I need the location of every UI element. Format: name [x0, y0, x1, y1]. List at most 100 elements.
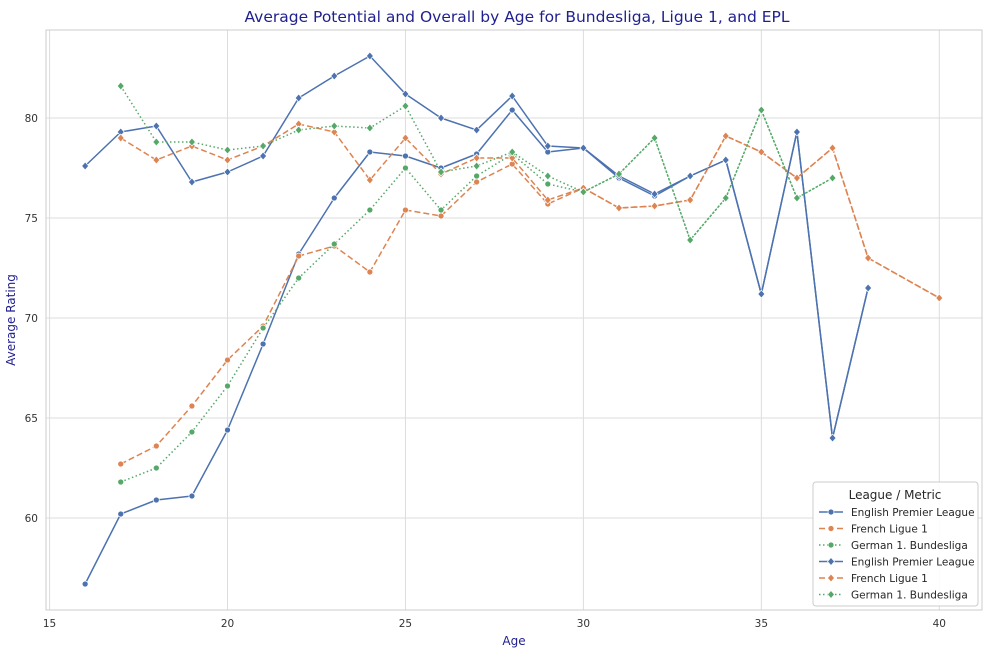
circle-marker [827, 508, 835, 516]
diamond-marker [757, 147, 766, 157]
y-tick-label: 65 [25, 413, 38, 425]
diamond-marker [294, 125, 303, 135]
diamond-marker [650, 201, 659, 211]
circle-marker [117, 510, 125, 518]
y-tick-label: 80 [25, 113, 38, 125]
diamond-marker [792, 173, 801, 183]
circle-marker [117, 478, 125, 486]
diamond-marker [828, 173, 837, 183]
y-tick-label: 75 [25, 213, 38, 225]
diamond-marker [721, 193, 730, 203]
diamond-marker [152, 137, 161, 147]
circle-marker [366, 206, 374, 214]
gridlines [46, 30, 982, 610]
x-tick-label: 30 [577, 618, 590, 630]
x-tick-label: 25 [399, 618, 412, 630]
series-line [120, 135, 940, 465]
circle-marker [117, 460, 125, 468]
diamond-marker [650, 133, 659, 143]
diamond-marker [294, 93, 303, 103]
circle-marker [295, 252, 303, 260]
diamond-marker [864, 283, 873, 293]
diamond-marker [401, 101, 410, 111]
diamond-marker [686, 235, 695, 245]
x-tick-label: 15 [43, 618, 56, 630]
diamond-marker [472, 161, 481, 171]
diamond-marker [827, 589, 835, 600]
diamond-marker [365, 175, 374, 185]
legend-label: French Ligue 1 [851, 524, 928, 536]
circle-marker [402, 206, 409, 214]
diamond-marker [401, 133, 410, 143]
legend-label: English Premier League [851, 557, 975, 569]
diamond-marker [330, 127, 339, 137]
legend: League / Metric English Premier League Fr… [812, 481, 979, 607]
circle-marker [330, 194, 338, 202]
circle-marker [259, 340, 267, 348]
x-tick-label: 20 [221, 618, 234, 630]
diamond-marker [828, 143, 837, 153]
circle-marker [366, 148, 374, 156]
legend-label: French Ligue 1 [851, 573, 928, 585]
diamond-marker [543, 141, 552, 151]
diamond-marker [508, 91, 517, 101]
diamond-marker [579, 187, 588, 197]
series-line [84, 55, 869, 439]
chart-title: Average Potential and Overall by Age for… [244, 8, 789, 26]
circle-marker [473, 178, 480, 186]
diamond-marker [437, 167, 446, 177]
diamond-marker [686, 195, 695, 205]
legend-title: League / Metric [849, 488, 942, 502]
diamond-marker [792, 193, 801, 203]
series-layer [81, 51, 944, 588]
diamond-marker [259, 141, 268, 151]
circle-marker [330, 240, 338, 248]
circle-marker [827, 525, 835, 532]
diamond-marker [543, 171, 552, 181]
diamond-marker [187, 177, 196, 187]
diamond-marker [543, 195, 552, 205]
circle-marker [259, 324, 267, 332]
circle-marker [152, 442, 160, 450]
diamond-marker [686, 171, 695, 181]
diamond-marker [437, 113, 446, 123]
diamond-marker [401, 89, 410, 99]
plot-frame [45, 29, 983, 611]
series-line [120, 123, 940, 299]
diamond-marker [508, 147, 517, 157]
diamond-marker [365, 123, 374, 133]
circle-marker [437, 212, 445, 220]
diamond-marker [579, 143, 588, 153]
circle-marker [188, 492, 196, 500]
circle-marker [224, 356, 231, 364]
diamond-marker [615, 203, 623, 213]
y-tick-label: 60 [25, 513, 38, 525]
diamond-marker [116, 81, 125, 91]
diamond-marker [827, 556, 835, 567]
circle-marker [224, 382, 231, 390]
diamond-marker [757, 289, 766, 299]
circle-marker [402, 164, 409, 172]
y-axis-label: Average Rating [4, 274, 18, 366]
legend-label: German 1. Bundesliga [851, 590, 968, 602]
legend-label: German 1. Bundesliga [851, 540, 968, 552]
diamond-marker [223, 155, 232, 165]
diamond-marker [223, 167, 232, 177]
circle-marker [224, 426, 231, 434]
diamond-marker [757, 105, 766, 115]
tick-labels: 15 20 25 30 35 40 60 65 70 75 80 [25, 113, 946, 630]
x-tick-label: 40 [933, 618, 946, 630]
circle-marker [152, 496, 160, 504]
circle-marker [188, 428, 196, 436]
diamond-marker [472, 125, 481, 135]
series-line [120, 85, 833, 241]
circle-marker [437, 206, 445, 214]
diamond-marker [152, 121, 161, 131]
series-5 [116, 81, 837, 245]
diamond-marker [187, 137, 196, 147]
diamond-marker [152, 155, 161, 165]
diamond-marker [223, 145, 232, 155]
series-1 [117, 132, 943, 468]
diamond-marker [864, 253, 873, 263]
series-3 [81, 51, 873, 443]
